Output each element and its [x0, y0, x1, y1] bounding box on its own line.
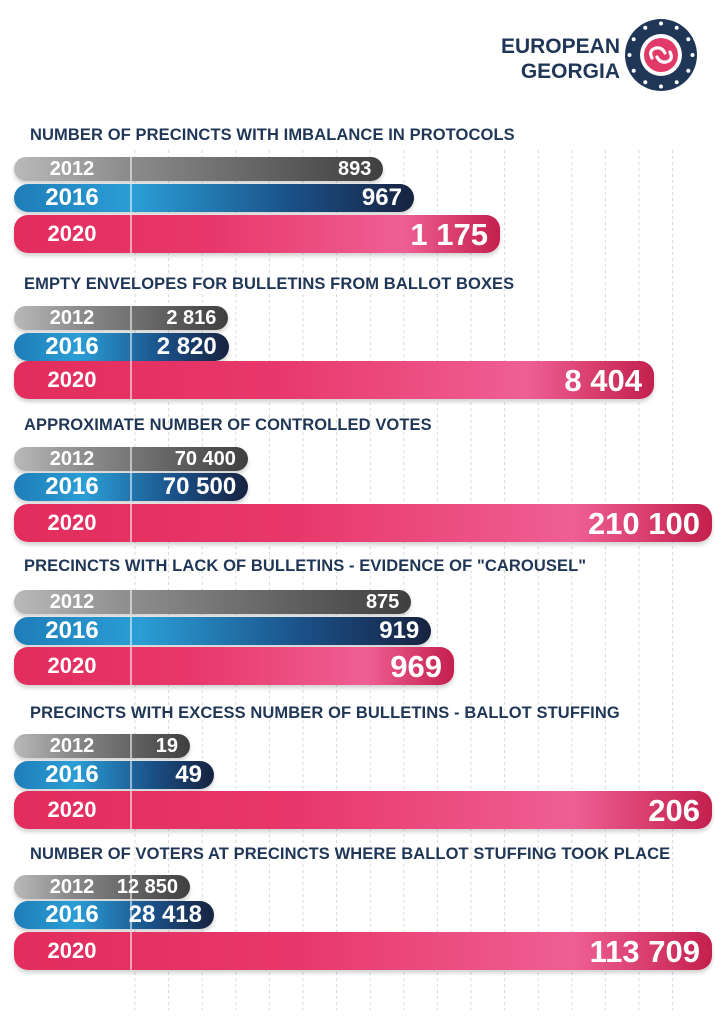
- value-label: 70 400: [174, 448, 236, 470]
- bar-2020: 2020 206: [14, 791, 712, 829]
- bar-2012: 2012 893: [14, 157, 384, 181]
- bar-2016: 2016 2 820: [14, 333, 229, 361]
- bar-2016: 2016 70 500: [14, 473, 249, 501]
- logo-text: EUROPEAN GEORGIA: [486, 34, 620, 84]
- bar-2020: 2020 113 709: [14, 932, 712, 970]
- value-label: 967: [361, 184, 402, 211]
- value-label: 969: [390, 649, 442, 684]
- bar-2020: 2020 969: [14, 647, 454, 685]
- bar-2012: 2012 2 816: [14, 306, 229, 330]
- year-label: 2020: [47, 797, 97, 822]
- value-label: 49: [175, 761, 202, 788]
- bar-2020: 2020 210 100: [14, 504, 712, 542]
- chart-title: PRECINCTS WITH LACK OF BULLETINS - EVIDE…: [24, 557, 587, 575]
- value-label: 8 404: [564, 363, 642, 398]
- logo-line-2: GEORGIA: [520, 60, 620, 83]
- value-label: 210 100: [587, 506, 700, 541]
- year-label: 2020: [47, 653, 97, 678]
- value-label: 28 418: [128, 901, 202, 928]
- year-label: 2012: [49, 876, 95, 898]
- logo-badge-icon: [625, 19, 697, 91]
- logo: EUROPEAN GEORGIA: [486, 18, 706, 98]
- chart-title: NUMBER OF PRECINCTS WITH IMBALANCE IN PR…: [30, 126, 515, 144]
- bar-2016: 2016 28 418: [14, 901, 214, 929]
- year-label: 2020: [47, 510, 97, 535]
- value-label: 2 816: [166, 307, 217, 329]
- value-label: 893: [337, 158, 372, 180]
- logo-line-1: EUROPEAN: [500, 35, 620, 58]
- value-label: 19: [155, 735, 178, 757]
- chart-title: NUMBER OF VOTERS AT PRECINCTS WHERE BALL…: [30, 845, 671, 863]
- chart-imbalance-protocols: NUMBER OF PRECINCTS WITH IMBALANCE IN PR…: [0, 126, 724, 276]
- bar-2020: 2020 8 404: [14, 361, 654, 399]
- chart-title: EMPTY ENVELOPES FOR BULLETINS FROM BALLO…: [24, 275, 515, 293]
- value-label: 875: [365, 591, 400, 613]
- value-label: 919: [379, 617, 420, 644]
- value-label: 1 175: [410, 217, 488, 252]
- bar-2020: 2020 1 175: [14, 215, 500, 253]
- year-label: 2020: [47, 367, 97, 392]
- year-label: 2012: [49, 591, 95, 613]
- chart-empty-envelopes: EMPTY ENVELOPES FOR BULLETINS FROM BALLO…: [0, 275, 724, 425]
- year-label: 2016: [45, 617, 99, 644]
- year-label: 2012: [49, 307, 95, 329]
- year-label: 2012: [49, 735, 95, 757]
- year-label: 2016: [45, 901, 99, 928]
- chart-ballot-stuffing: PRECINCTS WITH EXCESS NUMBER OF BULLETIN…: [0, 704, 724, 854]
- chart-controlled-votes: APPROXIMATE NUMBER OF CONTROLLED VOTES 2…: [0, 416, 724, 566]
- chart-title: APPROXIMATE NUMBER OF CONTROLLED VOTES: [24, 416, 432, 434]
- year-label: 2016: [45, 473, 99, 500]
- bar-2012: 2012 70 400: [14, 447, 248, 471]
- year-label: 2016: [45, 184, 99, 211]
- chart-title: PRECINCTS WITH EXCESS NUMBER OF BULLETIN…: [30, 704, 620, 722]
- year-label: 2012: [49, 158, 95, 180]
- bar-2016: 2016 967: [14, 184, 414, 212]
- chart-lack-of-bulletins: PRECINCTS WITH LACK OF BULLETINS - EVIDE…: [0, 557, 724, 707]
- year-label: 2012: [49, 448, 95, 470]
- bar-2016: 2016 49: [14, 761, 214, 789]
- bar-2016: 2016 919: [14, 617, 432, 645]
- chart-voters-ballot-stuffing: NUMBER OF VOTERS AT PRECINCTS WHERE BALL…: [0, 845, 724, 995]
- year-label: 2016: [45, 333, 99, 360]
- value-label: 113 709: [589, 934, 700, 969]
- year-label: 2020: [47, 221, 97, 246]
- year-label: 2020: [47, 938, 97, 963]
- year-label: 2016: [45, 761, 99, 788]
- value-label: 2 820: [156, 333, 217, 360]
- bar-2012: 2012 19: [14, 734, 190, 758]
- value-label: 206: [648, 793, 700, 828]
- value-label: 70 500: [162, 473, 237, 500]
- bar-2012: 2012 12 850: [14, 875, 190, 899]
- bar-2012: 2012 875: [14, 590, 412, 614]
- value-label: 12 850: [116, 876, 178, 898]
